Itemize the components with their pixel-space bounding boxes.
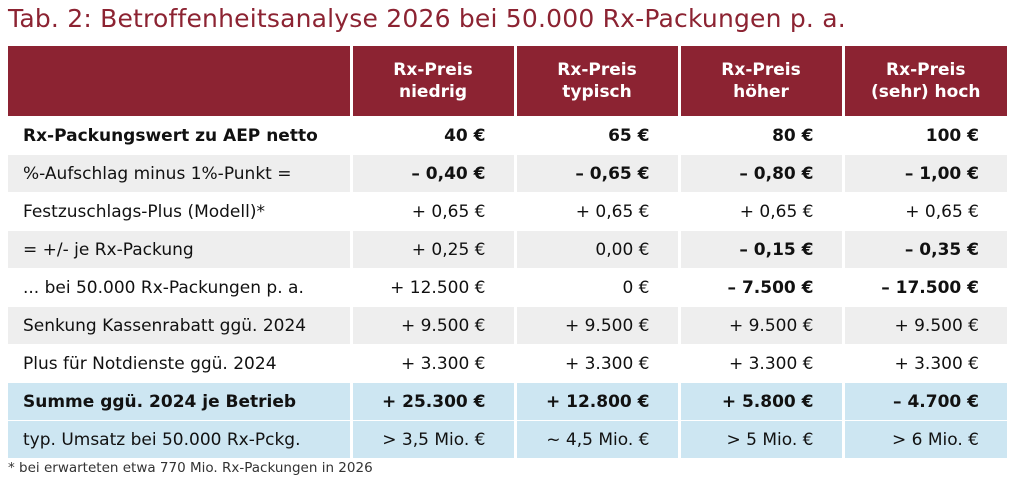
value-cell: 80 €	[677, 116, 843, 155]
value-cell: 65 €	[513, 116, 679, 155]
header-line1: Rx-Preis	[393, 60, 473, 80]
value-cell: + 9.500 €	[349, 306, 515, 345]
value-cell: + 25.300 €	[349, 382, 515, 421]
table-row-50000-packungen: ... bei 50.000 Rx-Packungen p. a. + 12.5…	[8, 268, 1007, 307]
value-cell: 40 €	[349, 116, 515, 155]
table-row-summe: Summe ggü. 2024 je Betrieb + 25.300 € + …	[8, 382, 1007, 421]
header-line2: höher	[733, 82, 789, 102]
value-cell: 0,00 €	[513, 230, 679, 269]
value-cell-negative: – 0,65 €	[513, 154, 679, 193]
value-cell: + 9.500 €	[513, 306, 679, 345]
value-cell: + 0,65 €	[513, 192, 679, 231]
header-line2: typisch	[562, 82, 632, 102]
row-label: Plus für Notdienste ggü. 2024	[8, 344, 351, 383]
header-cell-niedrig: Rx-Preis niedrig	[349, 46, 515, 117]
table-row-je-packung: = +/- je Rx-Packung + 0,25 € 0,00 € – 0,…	[8, 230, 1007, 269]
value-cell: + 3.300 €	[677, 344, 843, 383]
value-cell-negative: – 4.700 €	[841, 382, 1007, 421]
value-cell: > 6 Mio. €	[841, 420, 1007, 458]
value-cell: 100 €	[841, 116, 1007, 155]
footnote: * bei erwarteten etwa 770 Mio. Rx-Packun…	[8, 460, 373, 476]
row-label: Festzuschlags-Plus (Modell)*	[8, 192, 351, 231]
value-cell: + 3.300 €	[841, 344, 1007, 383]
value-cell-negative: – 0,80 €	[677, 154, 843, 193]
value-cell: + 0,65 €	[677, 192, 843, 231]
row-label: typ. Umsatz bei 50.000 Rx-Pckg.	[8, 420, 351, 458]
value-cell: + 0,25 €	[349, 230, 515, 269]
value-cell-negative: – 7.500 €	[677, 268, 843, 307]
value-cell: > 5 Mio. €	[677, 420, 843, 458]
value-cell-negative: – 17.500 €	[841, 268, 1007, 307]
value-cell-negative: – 1,00 €	[841, 154, 1007, 193]
header-line1: Rx-Preis	[886, 60, 966, 80]
value-cell-negative: – 0,35 €	[841, 230, 1007, 269]
value-cell: + 5.800 €	[677, 382, 843, 421]
value-cell: + 3.300 €	[513, 344, 679, 383]
row-label: %-Aufschlag minus 1%-Punkt =	[8, 154, 351, 193]
table-title: Tab. 2: Betroffenheitsanalyse 2026 bei 5…	[8, 4, 846, 33]
header-line1: Rx-Preis	[721, 60, 801, 80]
value-cell-negative: – 0,15 €	[677, 230, 843, 269]
row-label: Rx-Packungswert zu AEP netto	[8, 116, 351, 155]
header-line2: niedrig	[398, 82, 467, 102]
header-cell-hoeher: Rx-Preis höher	[677, 46, 843, 117]
value-cell: + 12.800 €	[513, 382, 679, 421]
header-line2: (sehr) hoch	[870, 82, 981, 102]
value-cell: + 12.500 €	[349, 268, 515, 307]
value-cell: + 9.500 €	[677, 306, 843, 345]
value-cell: + 0,65 €	[841, 192, 1007, 231]
header-cell-typisch: Rx-Preis typisch	[513, 46, 679, 117]
header-cell-blank	[8, 46, 351, 117]
row-label: Senkung Kassenrabatt ggü. 2024	[8, 306, 351, 345]
value-cell: + 0,65 €	[349, 192, 515, 231]
table-row-kassenrabatt: Senkung Kassenrabatt ggü. 2024 + 9.500 €…	[8, 306, 1007, 345]
table-header-row: Rx-Preis niedrig Rx-Preis typisch Rx-Pre…	[8, 46, 1007, 117]
value-cell: + 9.500 €	[841, 306, 1007, 345]
table-row-aufschlag: %-Aufschlag minus 1%-Punkt = – 0,40 € – …	[8, 154, 1007, 193]
row-label: ... bei 50.000 Rx-Packungen p. a.	[8, 268, 351, 307]
value-cell: > 3,5 Mio. €	[349, 420, 515, 458]
table-row-festzuschlag: Festzuschlags-Plus (Modell)* + 0,65 € + …	[8, 192, 1007, 231]
value-cell: + 3.300 €	[349, 344, 515, 383]
table-row-umsatz: typ. Umsatz bei 50.000 Rx-Pckg. > 3,5 Mi…	[8, 420, 1007, 458]
value-cell-negative: – 0,40 €	[349, 154, 515, 193]
table-row-notdienste: Plus für Notdienste ggü. 2024 + 3.300 € …	[8, 344, 1007, 383]
header-line1: Rx-Preis	[557, 60, 637, 80]
table-row-packungswert: Rx-Packungswert zu AEP netto 40 € 65 € 8…	[8, 116, 1007, 155]
header-cell-sehr-hoch: Rx-Preis (sehr) hoch	[841, 46, 1007, 117]
row-label: = +/- je Rx-Packung	[8, 230, 351, 269]
value-cell: 0 €	[513, 268, 679, 307]
impact-analysis-table: Rx-Preis niedrig Rx-Preis typisch Rx-Pre…	[8, 46, 1007, 458]
value-cell: ~ 4,5 Mio. €	[513, 420, 679, 458]
row-label: Summe ggü. 2024 je Betrieb	[8, 382, 351, 421]
